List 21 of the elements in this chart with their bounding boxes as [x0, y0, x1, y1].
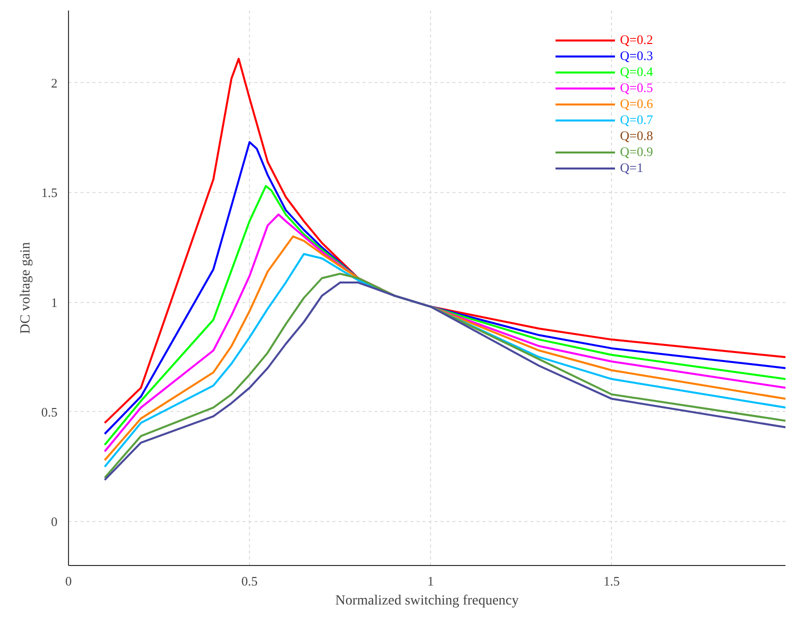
y-axis-title: DC voltage gain — [18, 242, 34, 334]
x-axis-title: Normalized switching frequency — [335, 594, 519, 608]
legend-label: Q=0.7 — [620, 112, 653, 128]
legend-label: Q=0.9 — [620, 144, 653, 160]
y-tick-label: 1.5 — [41, 185, 58, 200]
legend-label: Q=0.5 — [620, 80, 653, 96]
x-tick-label: 0.5 — [241, 574, 258, 588]
line-series — [104, 141, 786, 435]
y-tick-label: 0.5 — [41, 404, 58, 420]
legend-label: Q=0.8 — [620, 128, 653, 144]
legend-label: Q=0.2 — [620, 32, 653, 48]
legend-label: Q=1 — [620, 160, 644, 176]
y-tick-label: 1 — [51, 294, 58, 310]
legend-label: Q=0.3 — [620, 48, 653, 64]
y-tick-label: 2 — [51, 75, 58, 90]
x-tick-label: 0 — [65, 574, 72, 588]
legend-label: Q=0.4 — [620, 64, 653, 80]
legend-label: Q=0.6 — [620, 96, 653, 112]
y-tick-label: 0 — [51, 514, 58, 530]
x-tick-label: 1 — [427, 574, 434, 588]
x-tick-label: 1.5 — [604, 574, 620, 588]
